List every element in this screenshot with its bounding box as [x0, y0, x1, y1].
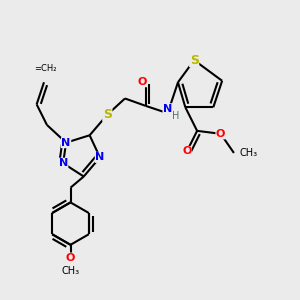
Text: CH₃: CH₃ — [61, 266, 80, 276]
Text: N: N — [58, 158, 68, 168]
Text: S: S — [190, 54, 199, 67]
Text: N: N — [61, 138, 71, 148]
Text: O: O — [216, 129, 225, 139]
Text: CH₃: CH₃ — [240, 148, 258, 158]
Text: O: O — [66, 253, 75, 263]
Text: O: O — [182, 146, 191, 157]
Text: H: H — [172, 111, 180, 121]
Text: =CH₂: =CH₂ — [34, 64, 57, 74]
Text: N: N — [95, 152, 105, 162]
Text: O: O — [138, 77, 147, 87]
Text: S: S — [103, 108, 112, 121]
Text: N: N — [163, 104, 172, 114]
